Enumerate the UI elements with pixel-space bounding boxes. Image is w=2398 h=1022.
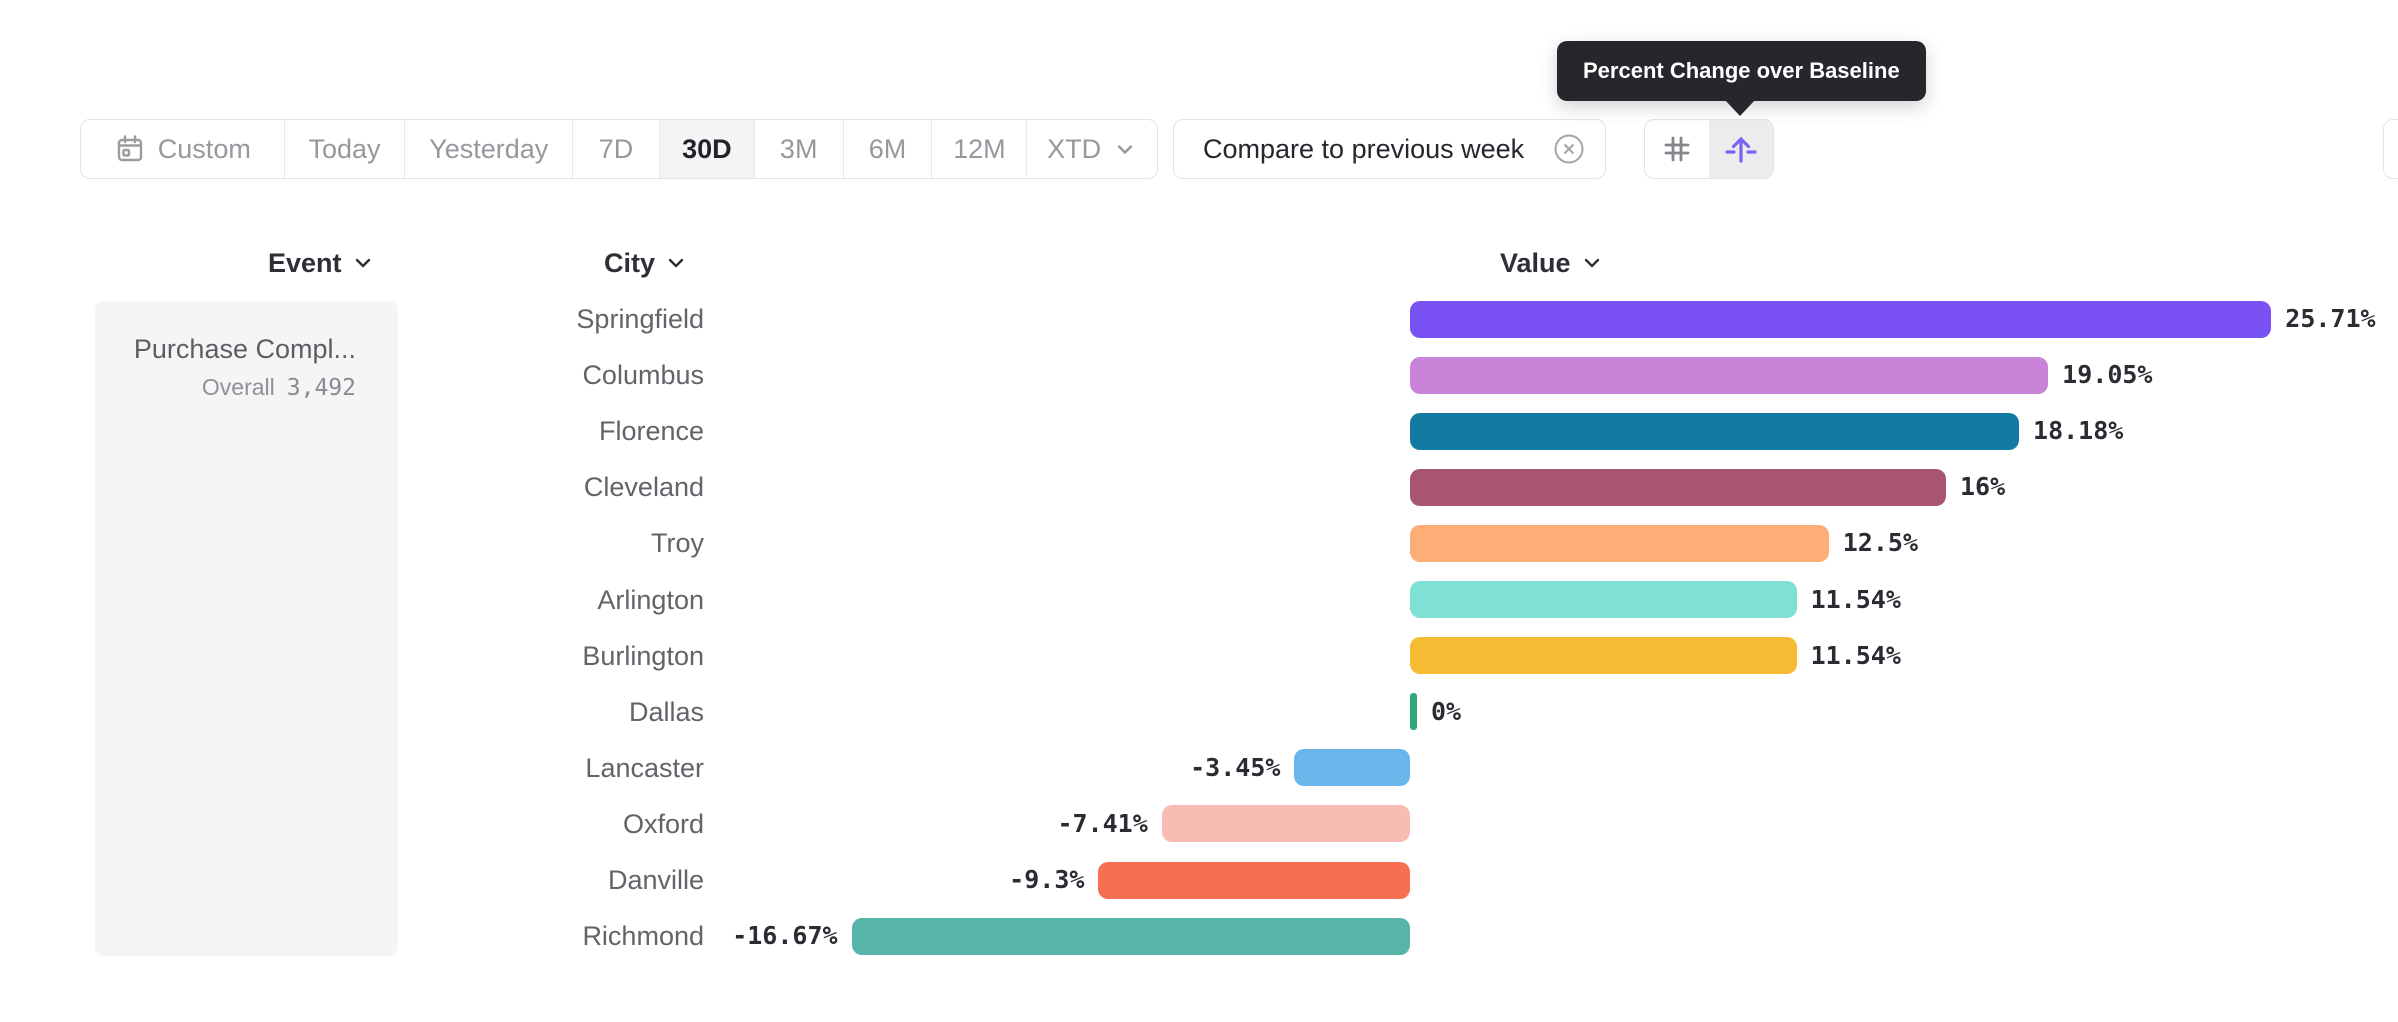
bar[interactable] — [1098, 861, 1410, 899]
column-header-event[interactable]: Event — [268, 246, 374, 280]
overall-label: Overall — [201, 374, 275, 400]
date-range-option[interactable]: 12M — [932, 120, 1028, 178]
date-range-option-label: 3M — [779, 133, 818, 164]
date-range-option-label: 6M — [868, 133, 907, 164]
bar[interactable] — [1161, 805, 1410, 843]
date-range-option[interactable]: 3M — [755, 120, 844, 178]
city-label: Arlington — [597, 584, 704, 615]
city-label: Lancaster — [585, 752, 704, 783]
chevron-down-icon — [668, 258, 684, 268]
bar[interactable] — [1410, 300, 2272, 338]
chevron-down-icon — [1117, 145, 1133, 154]
date-range-option-label: 7D — [598, 133, 634, 164]
date-range-option[interactable]: 30D — [659, 120, 755, 178]
date-range-option[interactable]: 6M — [844, 120, 933, 178]
date-range-option-label: Yesterday — [429, 133, 549, 164]
column-header-value[interactable]: Value — [1500, 246, 1603, 280]
value-label: -9.3% — [1009, 865, 1085, 894]
column-header-event-label: Event — [268, 247, 342, 278]
chevron-down-icon — [1584, 258, 1599, 268]
column-header-city[interactable]: City — [604, 246, 687, 280]
value-label: 11.54% — [1810, 640, 1901, 670]
value-label: -3.45% — [1190, 752, 1281, 782]
date-range-option[interactable]: 7D — [573, 120, 660, 178]
bar[interactable] — [1410, 356, 2049, 394]
uniform-scale-button[interactable] — [1645, 120, 1709, 178]
bar[interactable] — [1410, 637, 1797, 675]
city-label: Cleveland — [583, 472, 704, 503]
value-label: -16.67% — [732, 921, 838, 951]
value-label: 18.18% — [2033, 416, 2124, 446]
baseline-arrow-icon — [1725, 136, 1757, 163]
city-label: Troy — [651, 528, 704, 559]
bar[interactable] — [1410, 693, 1417, 731]
overall-value: 3,492 — [286, 375, 356, 401]
value-label: -7.41% — [1057, 808, 1148, 838]
city-label: Columbus — [582, 360, 704, 391]
clipped-right-button[interactable] — [2383, 119, 2398, 179]
bar[interactable] — [1410, 581, 1797, 618]
value-label: 16% — [1960, 472, 2006, 502]
bar[interactable] — [851, 917, 1410, 955]
column-header-value-label: Value — [1500, 247, 1571, 278]
column-header-city-label: City — [604, 247, 656, 278]
date-range-option-label: Custom — [157, 133, 251, 164]
hash-grid-icon — [1664, 136, 1690, 162]
tooltip-text: Percent Change over Baseline — [1583, 58, 1900, 83]
date-range-toolbar: Custom Today Yesterday 7D 30D 3M 6M 12M … — [80, 119, 1158, 179]
city-label: Danville — [607, 865, 704, 895]
city-label: Richmond — [582, 921, 704, 952]
date-range-option-label: XTD — [1047, 133, 1102, 164]
percent-change-tooltip: Percent Change over Baseline — [1557, 41, 1926, 116]
date-range-option[interactable]: Yesterday — [405, 120, 574, 178]
tooltip-caret — [1725, 100, 1755, 116]
date-range-option[interactable]: Today — [285, 120, 406, 178]
bar[interactable] — [1410, 468, 1946, 506]
value-label: 12.5% — [1842, 528, 1919, 558]
date-range-option[interactable]: XTD — [1027, 120, 1157, 178]
circle-x-icon[interactable] — [1553, 133, 1585, 165]
date-range-option-label: 30D — [682, 133, 732, 164]
chevron-down-icon — [355, 258, 370, 268]
city-label: Burlington — [582, 640, 704, 671]
event-panel[interactable]: Purchase Compl... Overall 3,492 — [95, 301, 398, 956]
event-overall-row: Overall 3,492 — [95, 374, 356, 401]
date-range-option-label: 12M — [953, 133, 1006, 164]
bar[interactable] — [1294, 749, 1410, 787]
value-label: 0% — [1431, 696, 1462, 726]
date-range-option-label: Today — [308, 133, 381, 164]
city-label: Florence — [598, 416, 704, 447]
event-name: Purchase Compl... — [133, 334, 356, 364]
city-label: Dallas — [628, 696, 704, 727]
city-label: Springfield — [576, 304, 704, 334]
calendar-icon — [117, 135, 142, 162]
compare-chip-label: Compare to previous week — [1203, 133, 1525, 164]
bar[interactable] — [1410, 412, 2020, 450]
date-range-option[interactable]: Custom — [81, 120, 285, 178]
compare-chip[interactable]: Compare to previous week — [1173, 119, 1606, 179]
view-toggle-group — [1644, 119, 1774, 179]
value-label: 19.05% — [2062, 360, 2153, 390]
percent-change-baseline-button[interactable] — [1709, 120, 1773, 178]
bar[interactable] — [1410, 524, 1829, 562]
value-label: 25.71% — [2285, 304, 2376, 333]
value-label: 11.54% — [1810, 584, 1901, 614]
city-label: Oxford — [622, 808, 704, 839]
